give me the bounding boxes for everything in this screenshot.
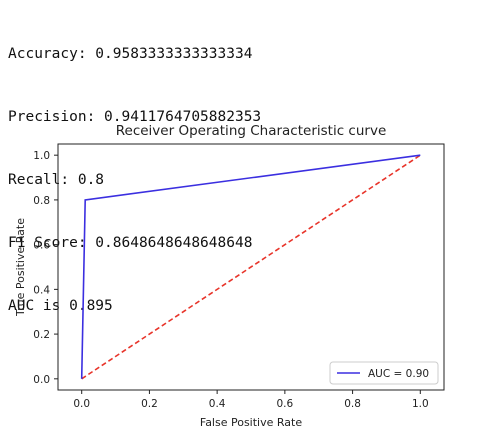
x-tick-label: 0.8 [344, 398, 361, 410]
metrics-output: Accuracy: 0.9583333333333334 Precision: … [8, 2, 261, 338]
roc-curve-line [80, 154, 421, 379]
x-tick-label: 0.4 [209, 398, 226, 410]
x-tick-label: 0.0 [73, 398, 90, 410]
chart-title: Receiver Operating Characteristic curve [116, 123, 387, 139]
x-axis-label: False Positive Rate [200, 416, 302, 429]
y-tick-label: 0.2 [33, 329, 50, 341]
y-tick-label: 0.0 [33, 374, 50, 386]
f1-score-line: F1 Score: 0.8648648648648648 [8, 235, 253, 251]
legend: AUC = 0.90 [329, 361, 439, 385]
precision-line: Precision: 0.9411764705882353 [8, 109, 262, 125]
y-tick-label: 0.8 [33, 195, 50, 207]
y-axis-label: True Positive Rate [14, 218, 27, 317]
legend-box [329, 361, 439, 385]
chance-line [81, 154, 421, 380]
x-tick-label: 0.2 [141, 398, 158, 410]
y-tick-label: 0.4 [33, 284, 50, 296]
x-tick-label: 0.6 [277, 398, 294, 410]
y-tick-label: 1.0 [33, 150, 50, 162]
y-tick-label: 0.6 [33, 240, 50, 252]
accuracy-line: Accuracy: 0.9583333333333334 [8, 46, 253, 62]
legend-label: AUC = 0.90 [368, 368, 429, 380]
plot-frame [57, 143, 445, 391]
auc-line: AUC is 0.895 [8, 298, 113, 314]
recall-line: Recall: 0.8 [8, 172, 105, 188]
x-tick-label: 1.0 [412, 398, 429, 410]
